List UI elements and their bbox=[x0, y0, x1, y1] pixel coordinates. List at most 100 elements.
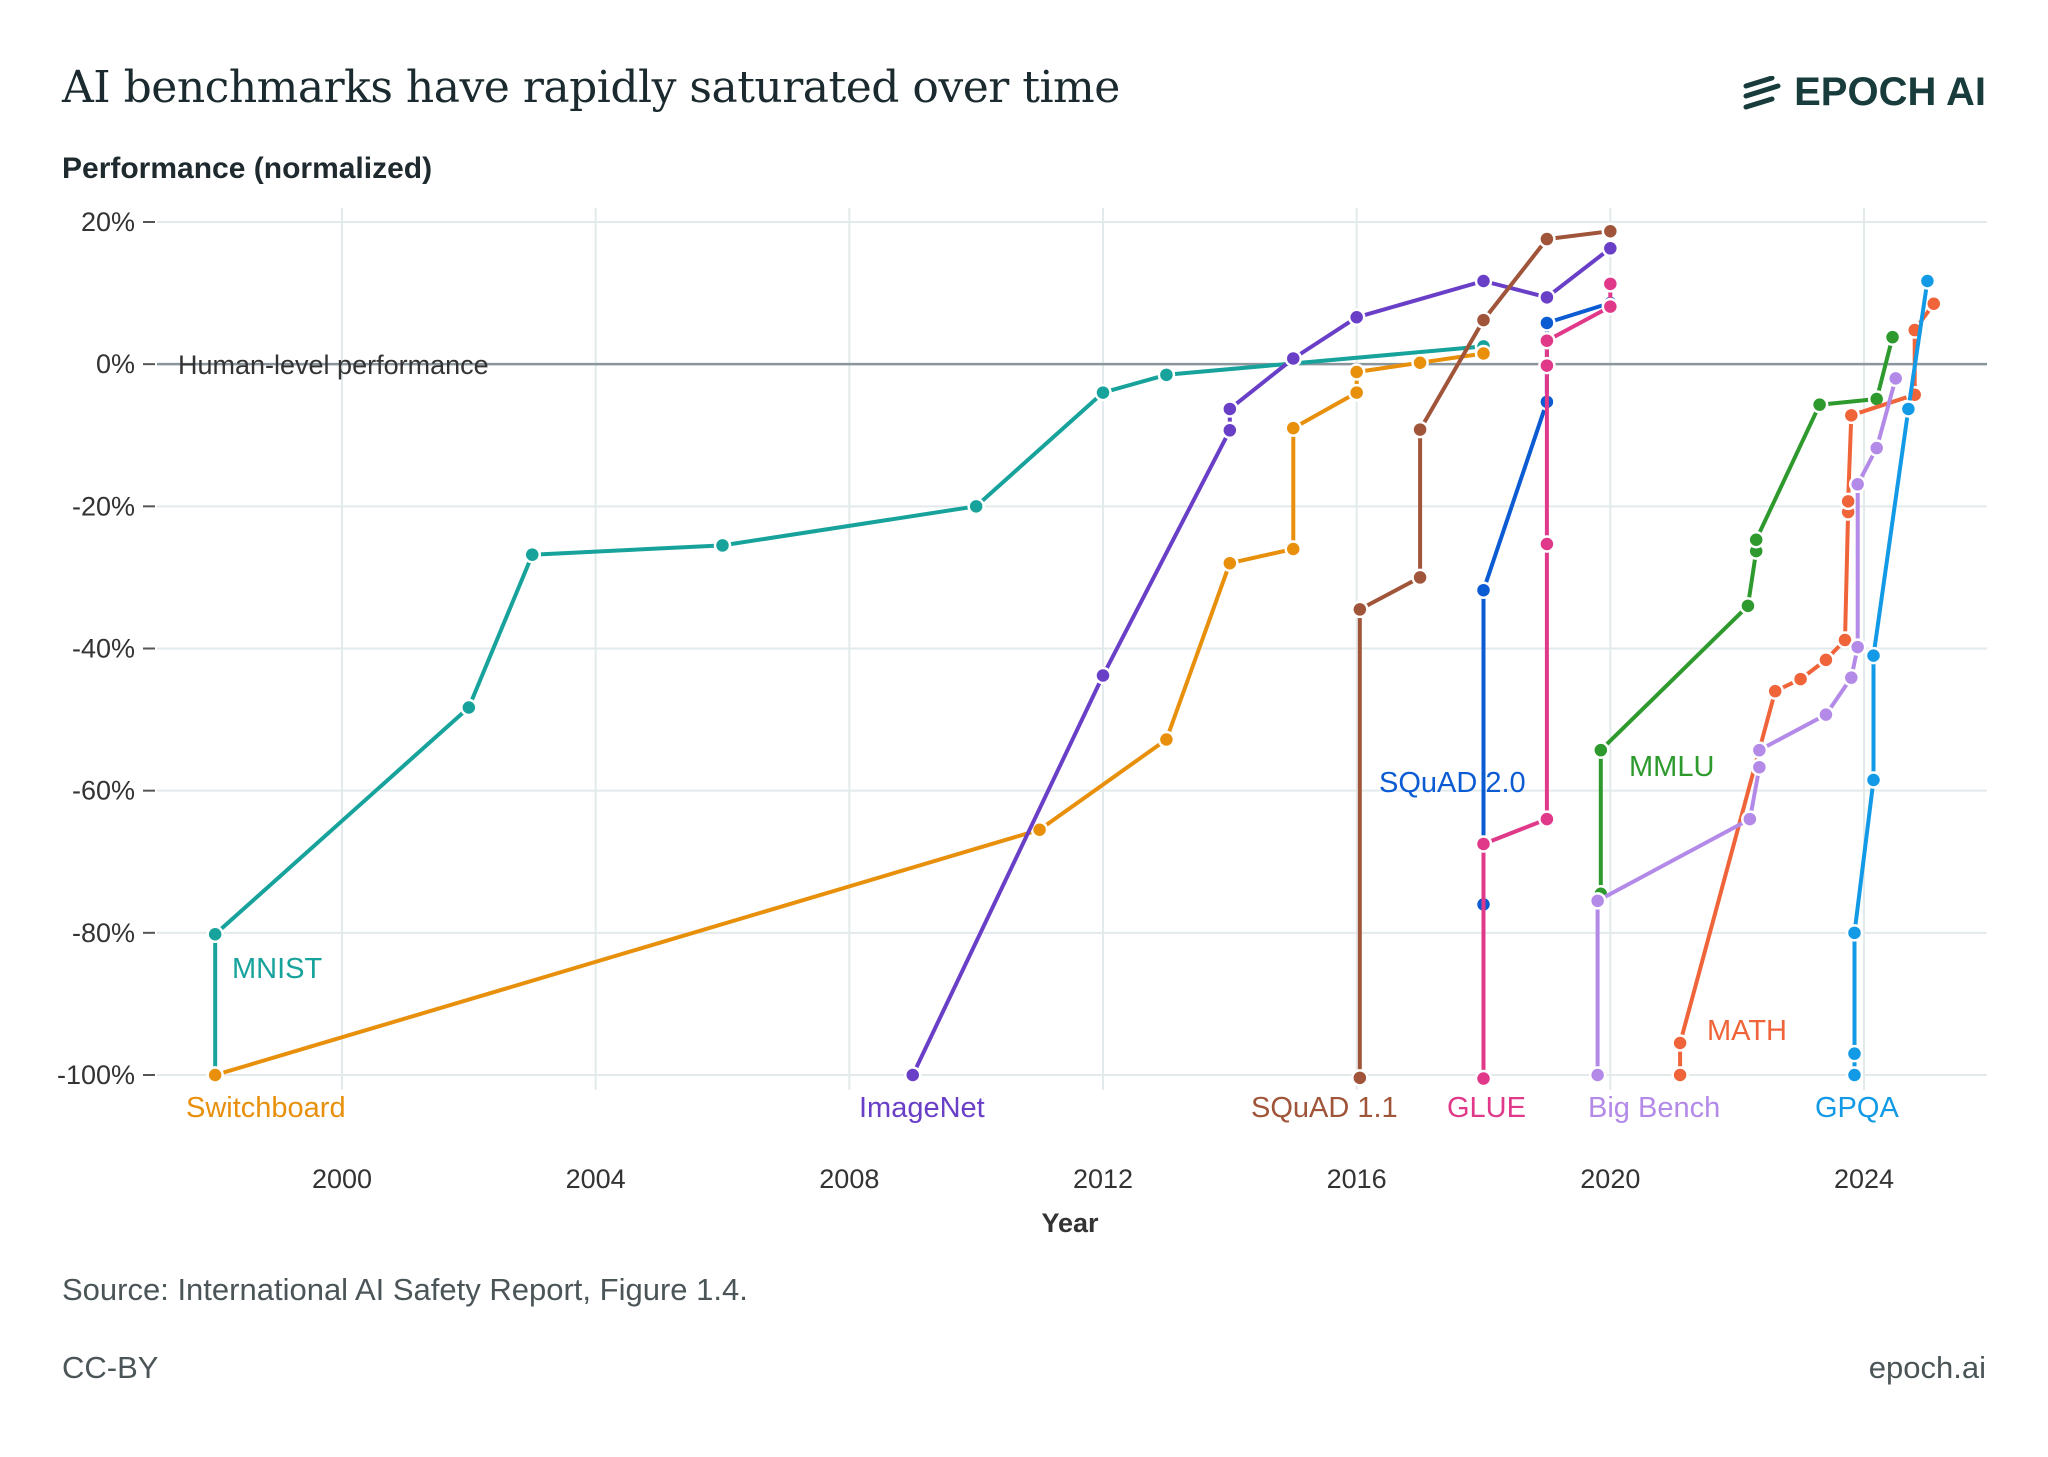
data-point bbox=[1817, 651, 1835, 669]
data-point bbox=[1284, 540, 1302, 558]
data-point bbox=[1671, 1066, 1689, 1084]
data-point bbox=[206, 925, 224, 944]
data-point bbox=[1538, 230, 1556, 248]
data-point bbox=[1474, 272, 1493, 290]
series-label: MMLU bbox=[1629, 751, 1714, 783]
series-label: MATH bbox=[1707, 1015, 1787, 1047]
data-point bbox=[1739, 597, 1757, 615]
series-squad-2-0: SQuAD 2.0 bbox=[1379, 294, 1620, 914]
data-point bbox=[1538, 535, 1556, 553]
license-label: CC-BY bbox=[62, 1350, 159, 1385]
data-point bbox=[1845, 1044, 1864, 1063]
series-imagenet: ImageNet bbox=[859, 239, 1620, 1124]
series-line bbox=[1678, 302, 1936, 1075]
series-line bbox=[910, 246, 1612, 1076]
data-point bbox=[1883, 328, 1902, 346]
data-point bbox=[1588, 1066, 1607, 1084]
data-point bbox=[1351, 600, 1369, 619]
data-point bbox=[1221, 400, 1239, 418]
data-point bbox=[1842, 406, 1861, 425]
series-label: MNIST bbox=[232, 953, 323, 985]
human-level-label: Human-level performance bbox=[178, 350, 489, 380]
data-point bbox=[1474, 581, 1493, 599]
data-point bbox=[1810, 395, 1829, 414]
series-glue: GLUE bbox=[1447, 275, 1620, 1124]
data-point bbox=[1538, 810, 1556, 828]
source-note: Source: International AI Safety Report, … bbox=[62, 1272, 748, 1307]
series-squad-1-1: SQuAD 1.1 bbox=[1251, 222, 1620, 1124]
series-switchboard: Switchboard bbox=[186, 344, 1493, 1124]
data-point bbox=[1347, 383, 1366, 402]
y-tick-label: -20% bbox=[72, 491, 135, 521]
x-tick-label: 2004 bbox=[566, 1164, 626, 1194]
series-label: Switchboard bbox=[186, 1092, 346, 1124]
data-point bbox=[1842, 668, 1861, 687]
y-tick-label: 20% bbox=[81, 207, 135, 237]
data-point bbox=[523, 545, 541, 564]
data-point bbox=[1848, 475, 1867, 494]
data-point bbox=[1766, 682, 1784, 700]
data-point bbox=[1588, 892, 1607, 910]
series-label: Big Bench bbox=[1588, 1092, 1720, 1124]
data-point bbox=[1221, 554, 1239, 572]
series-label: SQuAD 1.1 bbox=[1251, 1092, 1398, 1124]
x-tick-label: 2020 bbox=[1580, 1164, 1640, 1194]
series-label: ImageNet bbox=[859, 1092, 985, 1124]
series-label: GPQA bbox=[1815, 1092, 1899, 1124]
data-point bbox=[1284, 349, 1302, 368]
data-point bbox=[1741, 810, 1759, 828]
series-big-bench: Big Bench bbox=[1588, 369, 1905, 1124]
data-point bbox=[1601, 275, 1620, 293]
data-point bbox=[1347, 363, 1366, 381]
data-point bbox=[1845, 924, 1864, 942]
data-point bbox=[1094, 383, 1112, 402]
data-point bbox=[1411, 568, 1429, 587]
data-point bbox=[713, 536, 732, 555]
y-tick-label: -80% bbox=[72, 918, 135, 948]
data-point bbox=[1474, 835, 1493, 853]
y-tick-label: -40% bbox=[72, 634, 135, 664]
y-tick-label: 0% bbox=[96, 349, 135, 379]
x-axis-label: Year bbox=[1041, 1208, 1099, 1238]
data-point bbox=[1601, 222, 1620, 240]
x-tick-label: 2008 bbox=[819, 1164, 879, 1194]
data-point bbox=[1750, 741, 1769, 759]
data-point bbox=[1864, 771, 1883, 789]
data-point bbox=[1836, 631, 1854, 649]
data-point bbox=[904, 1066, 922, 1084]
data-point bbox=[1886, 369, 1905, 388]
y-tick-label: -60% bbox=[72, 776, 135, 806]
data-point bbox=[1030, 821, 1049, 839]
data-point bbox=[1750, 758, 1769, 776]
data-point bbox=[1474, 311, 1493, 329]
data-point bbox=[1867, 439, 1886, 457]
series-gpqa: GPQA bbox=[1815, 272, 1937, 1124]
data-point bbox=[1747, 530, 1765, 549]
data-point bbox=[1848, 638, 1867, 656]
data-point bbox=[1351, 1069, 1369, 1087]
data-point bbox=[1347, 308, 1366, 327]
data-point bbox=[1839, 492, 1857, 511]
data-point bbox=[1925, 294, 1943, 313]
data-point bbox=[1221, 421, 1239, 440]
data-point bbox=[967, 497, 985, 516]
data-point bbox=[460, 698, 478, 717]
data-point bbox=[1899, 400, 1918, 418]
site-link[interactable]: epoch.ai bbox=[1868, 1350, 1986, 1385]
epoch-logo-icon bbox=[1743, 75, 1781, 109]
x-tick-label: 2016 bbox=[1327, 1164, 1387, 1194]
epoch-ai-logo: EPOCH AI bbox=[1742, 70, 1986, 115]
data-point bbox=[1411, 420, 1429, 439]
data-point bbox=[1592, 741, 1610, 759]
data-point bbox=[1817, 705, 1835, 724]
data-point bbox=[1845, 1066, 1864, 1084]
series-line bbox=[1481, 283, 1613, 1079]
data-point bbox=[1671, 1034, 1689, 1052]
data-point bbox=[1538, 356, 1556, 375]
y-axis-label: Performance (normalized) bbox=[62, 152, 433, 185]
data-point bbox=[1791, 670, 1810, 688]
data-point bbox=[1474, 344, 1493, 363]
data-point bbox=[1538, 331, 1556, 350]
data-point bbox=[1094, 666, 1112, 685]
x-tick-label: 2012 bbox=[1073, 1164, 1133, 1194]
